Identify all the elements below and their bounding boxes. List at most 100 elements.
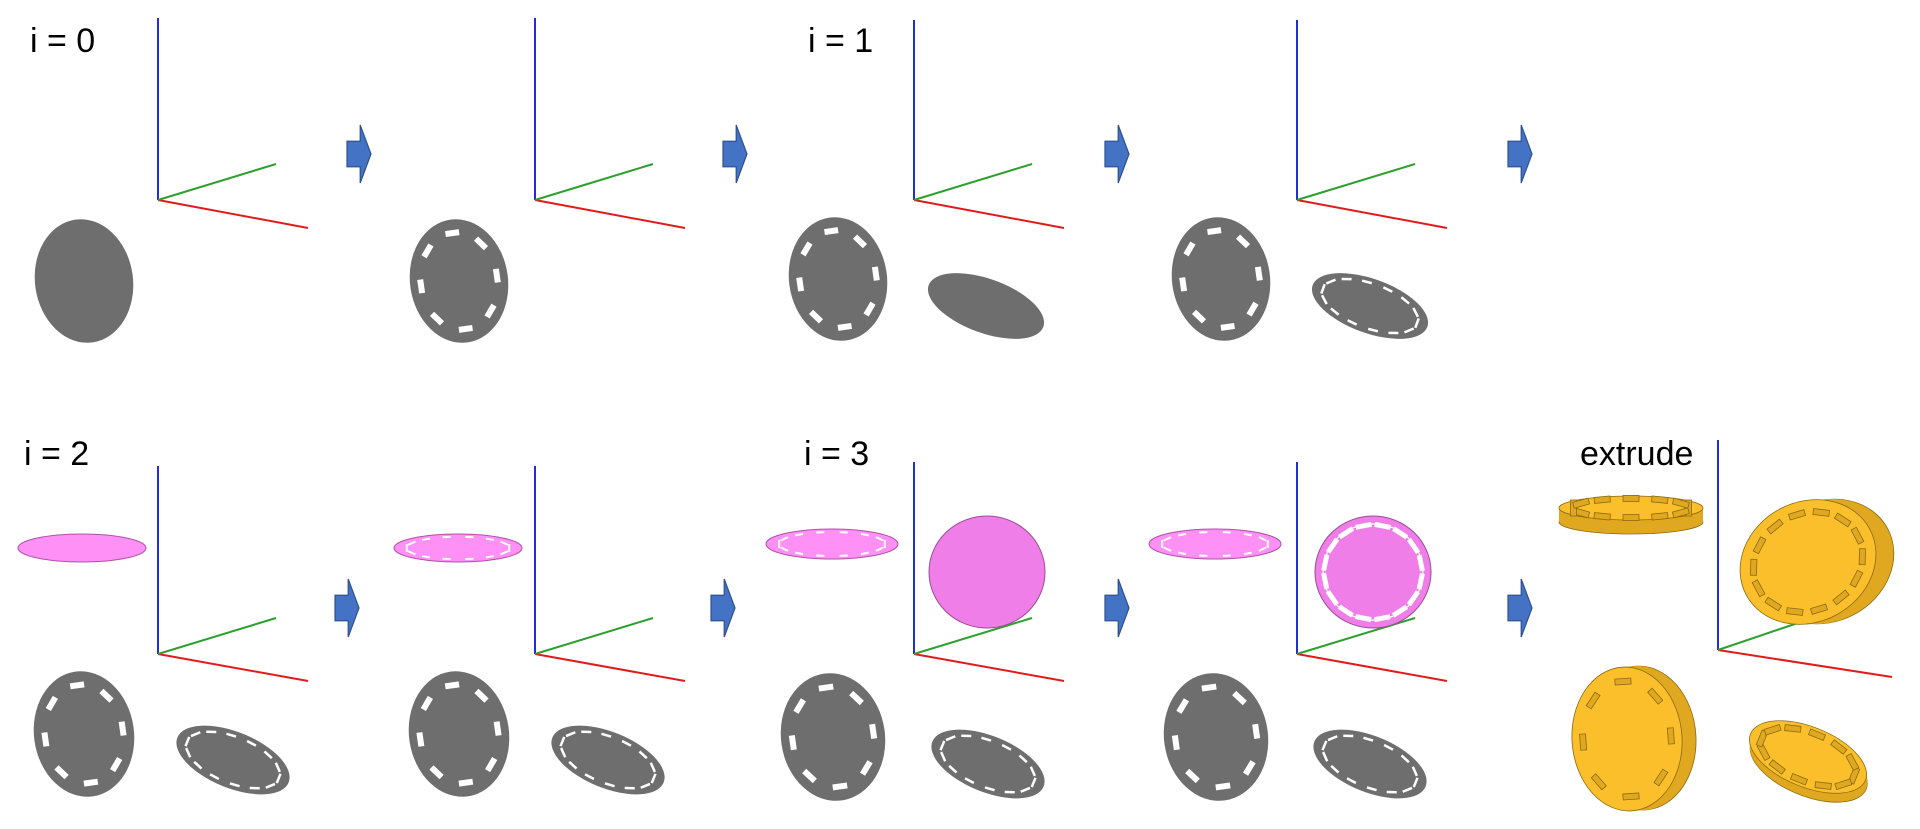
gray-disk-r1-1 bbox=[409, 219, 509, 343]
gray-disk-r2-2-slot bbox=[802, 768, 817, 784]
gray-flat-disk-r2-3-slot bbox=[1346, 777, 1357, 785]
extruded-coin-upright-slot bbox=[1653, 768, 1669, 787]
gray-disk-r2-3-slot bbox=[1176, 698, 1190, 714]
gray-disk-r2-3-slot bbox=[1171, 735, 1180, 751]
gray-disk-r2-3-slot bbox=[1201, 683, 1217, 692]
gray-flat-disk-r2-3-slot bbox=[1321, 740, 1328, 751]
gray-flat-disk-r2-2-slot bbox=[961, 734, 972, 738]
gray-flat-disk-r2-3-slot bbox=[1366, 786, 1377, 792]
gray-flat-disk-r2-1-slot bbox=[624, 786, 635, 790]
gray-flat-disk-r2-0-slot bbox=[275, 773, 282, 784]
gray-disk-r2-1-slot bbox=[429, 765, 444, 780]
extruded-coin-upright-slot bbox=[1647, 687, 1664, 705]
diagram-layer bbox=[17, 18, 1895, 812]
pink-flat-disk-r2-3-slot bbox=[1177, 532, 1187, 537]
xyz-axes-icon-row1-3 bbox=[1296, 20, 1448, 229]
gray-disk-r1-2-slot bbox=[837, 322, 852, 331]
pink-tilted-disk-r2-3-slot bbox=[1416, 573, 1425, 590]
gray-disk-r2-0-slot bbox=[41, 732, 50, 747]
gray-flat-disk-r2-3 bbox=[1313, 729, 1427, 799]
gray-disk-r2-0-slot bbox=[45, 695, 58, 711]
extruded-coin-upright-slot bbox=[1622, 792, 1640, 801]
gray-disk-r2-1-slot bbox=[485, 757, 498, 773]
gray-disk-r2-1-slot bbox=[474, 688, 489, 703]
pink-flat-disk-r2-3-slot bbox=[1199, 531, 1208, 534]
gray-disk-r2-2-face bbox=[780, 673, 886, 801]
gray-flat-disk-r2-2-slot bbox=[981, 736, 992, 742]
pink-flat-disk-r2-3-slot bbox=[1243, 551, 1253, 556]
x-axis bbox=[913, 653, 1065, 682]
gray-disk-r1-2-slot bbox=[852, 234, 868, 249]
extruded-coin-tilted-slot bbox=[1764, 596, 1783, 612]
extruded-coin-flat-slot bbox=[1651, 512, 1669, 521]
gray-flat-disk-r1-3-slot bbox=[1347, 319, 1358, 326]
gray-disk-r2-3 bbox=[1163, 673, 1269, 801]
gray-disk-r2-3-slot bbox=[1232, 690, 1247, 706]
gray-flat-disk-r2-1-slot bbox=[559, 736, 566, 747]
gray-disk-r1-2-slot bbox=[824, 227, 839, 236]
extruded-coin-lying-slot bbox=[1830, 739, 1848, 755]
gray-flat-disk-r1-3-slot bbox=[1388, 331, 1399, 335]
pink-flat-disk-r2-3-slot bbox=[1161, 540, 1164, 548]
gray-flat-disk-r1-3-slot bbox=[1325, 278, 1337, 285]
gray-flat-disk-r2-0-slot bbox=[246, 739, 257, 747]
extruded-coin-flat-slot bbox=[1622, 514, 1640, 521]
pink-flat-disk-r2-2-slot bbox=[816, 554, 825, 557]
pink-flat-disk-r2-1-slot bbox=[465, 535, 474, 539]
pink-flat-disk-r2-1-slot bbox=[407, 550, 416, 556]
gray-disk-r1-2-slot bbox=[796, 277, 805, 292]
extruded-coin-lying-front bbox=[1749, 720, 1867, 794]
pink-flat-disk-r2-1-slot bbox=[485, 537, 495, 541]
gray-flat-disk-r2-1-slot bbox=[559, 747, 567, 758]
pink-tilted-disk-r2-3-slot bbox=[1337, 604, 1354, 618]
pink-flat-disk-r2-2-slot bbox=[816, 531, 825, 534]
extruded-coin-tilted-slot bbox=[1766, 518, 1784, 535]
gray-flat-disk-r2-1-slot bbox=[568, 760, 578, 770]
gray-disk-r1-1-slot bbox=[492, 268, 501, 283]
pink-flat-disk-r2-3-face bbox=[1148, 528, 1282, 560]
pink-flat-disk-r2-2-slot bbox=[780, 546, 789, 552]
gray-flat-disk-r2-0-slot bbox=[229, 782, 240, 788]
pink-flat-disk-r2-1-slot bbox=[442, 557, 451, 561]
extruded-coin-flat-slot bbox=[1622, 494, 1640, 502]
gray-flat-disk-r2-3-face bbox=[1313, 729, 1427, 799]
gray-flat-disk-r2-0-slot bbox=[263, 750, 273, 760]
gray-flat-disk-r1-3-slot bbox=[1361, 279, 1373, 285]
gray-disk-r1-1-slot bbox=[484, 303, 497, 319]
gray-disk-r2-3-slot bbox=[1242, 760, 1256, 776]
pink-flat-disk-r2-3-slot bbox=[1266, 540, 1269, 548]
extruded-coin-upright-front bbox=[1571, 666, 1683, 812]
gray-disk-r1-2-slot bbox=[808, 309, 824, 324]
pink-tilted-disk-r2-3-slot bbox=[1391, 604, 1409, 618]
gray-flat-disk-r2-0-slot bbox=[274, 762, 282, 773]
gray-flat-disk-r2-2-slot bbox=[1018, 754, 1028, 764]
x-axis bbox=[1717, 649, 1893, 678]
gray-flat-disk-r2-1-slot bbox=[584, 773, 595, 781]
pink-flat-disk-r2-2-slot bbox=[778, 540, 781, 548]
gray-flat-disk-r2-1-face bbox=[551, 725, 665, 795]
gray-flat-disk-r1-3-slot bbox=[1320, 283, 1326, 295]
pink-flat-disk-r2-1-slot bbox=[421, 555, 431, 559]
extruded-coin-tilted-slot bbox=[1751, 579, 1766, 598]
extruded-coin-tilted-slot bbox=[1752, 536, 1767, 555]
gray-disk-r1-1-slot bbox=[473, 236, 489, 251]
gray-flat-disk-r2-2 bbox=[931, 729, 1045, 799]
pink-flat-disk-r2-1-slot bbox=[500, 550, 509, 556]
pink-tilted-disk-r2-3-slot bbox=[1337, 526, 1355, 540]
gray-disk-r2-1-slot bbox=[458, 778, 474, 787]
xyz-axes-icon-row1-0 bbox=[157, 18, 309, 229]
pink-tilted-disk-r2-3-inner-ring bbox=[1322, 523, 1424, 621]
gray-flat-disk-r1-2 bbox=[927, 273, 1045, 339]
x-axis bbox=[1296, 199, 1448, 229]
xyz-axes-icon-row1-1 bbox=[534, 18, 686, 229]
gray-disk-r1-1-slot bbox=[421, 243, 434, 259]
pink-flat-disk-r2-2-slot bbox=[883, 540, 886, 548]
gray-flat-disk-r2-2-slot bbox=[1030, 777, 1037, 788]
y-axis bbox=[157, 163, 277, 201]
gray-disk-r2-1-slot bbox=[444, 681, 460, 690]
gray-disk-r1-3-slot bbox=[1254, 266, 1263, 281]
gray-disk-r2-1-slot bbox=[416, 732, 425, 747]
gray-disk-r2-3-slot bbox=[1252, 723, 1261, 739]
gray-disk-r2-1-slot bbox=[420, 695, 433, 711]
